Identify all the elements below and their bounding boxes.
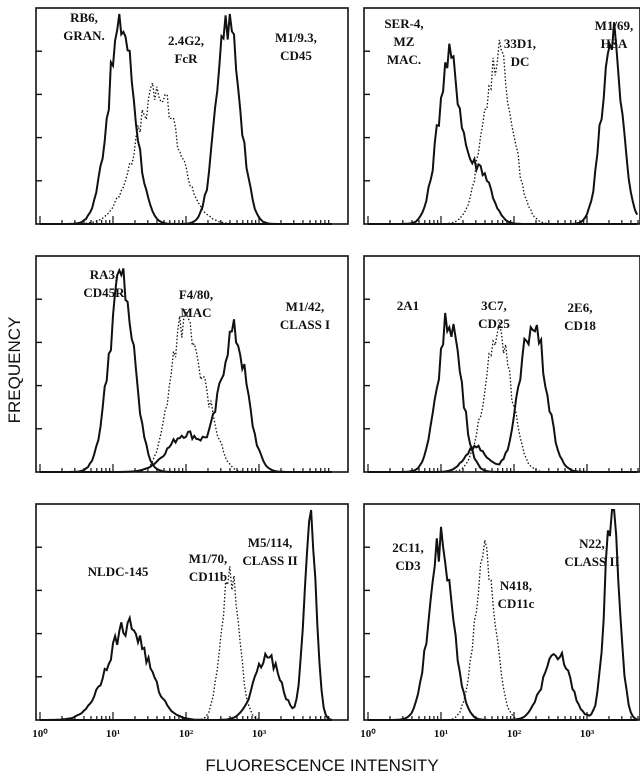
panel-label: CLASS I xyxy=(280,317,330,332)
histogram-panel-2: SER-4, MZ MAC. 33D1, DC M1/69, HSA xyxy=(363,7,640,225)
x-tick-label: 10² xyxy=(507,728,522,740)
histogram-series-3-solid xyxy=(368,324,638,473)
panel-label: N22, xyxy=(579,536,605,551)
panel-grid: RB6, GRAN. 2.4G2, FcR M1/9.3, CD45 SER-4, MZ MAC… xyxy=(35,7,640,721)
panel-frame xyxy=(35,503,349,721)
panel-label: CD18 xyxy=(564,318,596,333)
panel-frame xyxy=(363,255,640,473)
panel-label: NLDC-145 xyxy=(88,564,149,579)
histogram-series-2-dotted xyxy=(368,322,638,473)
histogram-series-3-solid xyxy=(40,13,332,225)
histogram-panel-4: 2A1 3C7, CD25 2E6, CD18 xyxy=(363,255,640,473)
panel-label: M1/69, xyxy=(595,18,634,33)
panel-label: 2C11, xyxy=(392,540,423,555)
x-axis-title: FLUORESCENCE INTENSITY xyxy=(205,756,438,775)
x-tick-label: 10⁰ xyxy=(32,728,48,740)
panel-label: MZ xyxy=(394,34,415,49)
panel-label: RA3, xyxy=(90,267,119,282)
x-tick-label: 10¹ xyxy=(434,728,448,740)
panel-label: HSA xyxy=(601,36,628,51)
panel-label: CD25 xyxy=(478,316,510,331)
panel-label: CD11b xyxy=(189,569,227,584)
histogram-panel-3: RA3, CD45R F4/80, MAC M1/42, CLASS I xyxy=(35,255,349,473)
panel-label: M1/9.3, xyxy=(275,30,317,45)
panel-label: SER-4, xyxy=(384,16,423,31)
x-tick-label: 10¹ xyxy=(106,728,120,740)
x-tick-label: 10⁰ xyxy=(360,728,376,740)
panel-label: DC xyxy=(511,54,530,69)
panel-label: 3C7, xyxy=(481,298,507,313)
histogram-panel-6: 2C11, CD3 N418, CD11c N22, CLASS II xyxy=(363,503,640,721)
panel-label: CD45 xyxy=(280,48,312,63)
panel-label: CD45R xyxy=(83,285,125,300)
histogram-series-3-solid xyxy=(368,22,639,225)
panel-label: F4/80, xyxy=(179,287,213,302)
x-tick-labels: 10⁰ 10¹ 10² 10³ 10⁰ 10¹ 10² 10³ xyxy=(32,728,595,740)
histogram-series-2-dotted xyxy=(368,539,638,721)
histogram-series-1-solid xyxy=(368,312,638,473)
x-tick-label: 10³ xyxy=(580,728,595,740)
panel-label: CLASS II xyxy=(564,554,619,569)
x-tick-label: 10² xyxy=(179,728,194,740)
histogram-series-1-solid xyxy=(368,43,638,225)
panel-label: 2E6, xyxy=(568,300,593,315)
histogram-series-3-solid xyxy=(368,509,638,721)
histogram-series-1-solid xyxy=(40,614,332,721)
histogram-series-3-solid xyxy=(40,509,333,721)
histogram-series-2-dotted xyxy=(368,39,638,225)
y-axis-title: FREQUENCY xyxy=(5,317,24,424)
histogram-series-2-dotted xyxy=(40,566,332,721)
panel-label: MAC xyxy=(180,305,211,320)
panel-label: 2.4G2, xyxy=(168,33,204,48)
x-tick-label: 10³ xyxy=(252,728,267,740)
panel-label: CD11c xyxy=(498,596,535,611)
panel-label: CD3 xyxy=(395,558,421,573)
histogram-panel-1: RB6, GRAN. 2.4G2, FcR M1/9.3, CD45 xyxy=(35,7,349,225)
panel-label: M1/42, xyxy=(286,299,325,314)
panel-label: 2A1 xyxy=(397,298,419,313)
histogram-series-3-solid xyxy=(40,319,332,473)
histogram-panel-5: NLDC-145 M1/70, CD11b M5/114, CLASS II xyxy=(35,503,349,721)
panel-label: CLASS II xyxy=(242,553,297,568)
histogram-series-2-dotted xyxy=(40,309,332,473)
panel-label: GRAN. xyxy=(63,28,105,43)
panel-label: RB6, xyxy=(70,10,98,25)
panel-label: MAC. xyxy=(387,52,421,67)
panel-label: FcR xyxy=(174,51,198,66)
panel-label: M1/70, xyxy=(189,551,228,566)
panel-label: N418, xyxy=(500,578,532,593)
panel-label: 33D1, xyxy=(504,36,536,51)
histogram-series-2-dotted xyxy=(40,80,332,225)
panel-label: M5/114, xyxy=(248,535,292,550)
